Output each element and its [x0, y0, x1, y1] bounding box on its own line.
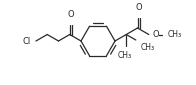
Text: CH₃: CH₃ [117, 50, 131, 59]
Text: O: O [152, 30, 159, 39]
Text: O: O [68, 10, 74, 19]
Text: CH₃: CH₃ [141, 43, 155, 52]
Text: Cl: Cl [23, 36, 31, 45]
Text: O: O [135, 3, 142, 12]
Text: CH₃: CH₃ [168, 30, 182, 39]
